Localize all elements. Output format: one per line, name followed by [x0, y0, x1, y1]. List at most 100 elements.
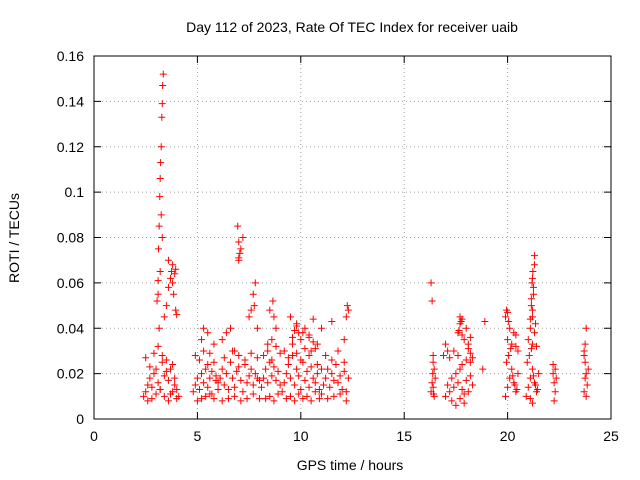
data-point — [512, 331, 520, 339]
data-point — [505, 317, 513, 325]
data-point — [268, 356, 276, 364]
data-point — [342, 388, 350, 396]
data-point — [534, 386, 542, 394]
data-point — [524, 383, 532, 391]
y-tick-label: 0.12 — [57, 139, 84, 155]
data-point — [430, 365, 438, 373]
data-point — [214, 379, 222, 387]
data-point — [272, 324, 280, 332]
data-point — [511, 381, 519, 389]
data-point — [526, 315, 534, 323]
x-tick-label: 20 — [500, 428, 516, 444]
data-point — [528, 274, 536, 282]
data-point — [167, 365, 175, 373]
data-point — [284, 361, 292, 369]
data-point — [330, 392, 338, 400]
data-point — [456, 365, 464, 373]
data-point — [210, 395, 218, 403]
data-point — [344, 374, 352, 382]
data-point — [158, 351, 166, 359]
data-point — [169, 361, 177, 369]
data-point — [439, 351, 447, 359]
data-point — [155, 222, 163, 230]
data-point — [255, 395, 263, 403]
grid-lines — [94, 56, 611, 419]
data-point — [169, 279, 177, 287]
data-point — [286, 374, 294, 382]
data-point — [159, 81, 167, 89]
data-point — [158, 113, 166, 121]
data-point — [315, 395, 323, 403]
data-point — [528, 365, 536, 373]
data-point — [508, 365, 516, 373]
data-point — [525, 351, 533, 359]
data-point — [235, 363, 243, 371]
data-point — [528, 306, 536, 314]
data-point — [428, 297, 436, 305]
data-point — [164, 376, 172, 384]
data-point — [305, 351, 313, 359]
data-point — [581, 374, 589, 382]
data-points — [140, 70, 592, 409]
data-point — [146, 363, 154, 371]
data-point — [320, 381, 328, 389]
y-tick-label: 0.08 — [57, 230, 84, 246]
data-point — [332, 361, 340, 369]
data-point — [452, 370, 460, 378]
data-point — [581, 358, 589, 366]
data-point — [458, 361, 466, 369]
data-point — [297, 356, 305, 364]
data-point — [237, 245, 245, 253]
data-point — [528, 340, 536, 348]
data-point — [527, 295, 535, 303]
data-point — [301, 376, 309, 384]
data-point — [193, 397, 201, 405]
data-point — [204, 383, 212, 391]
data-point — [156, 193, 164, 201]
data-point — [460, 390, 468, 398]
data-point — [468, 381, 476, 389]
data-point — [532, 320, 540, 328]
data-point — [239, 388, 247, 396]
data-point — [280, 347, 288, 355]
data-point — [466, 349, 474, 357]
data-point — [293, 349, 301, 357]
data-point — [527, 345, 535, 353]
data-point — [202, 392, 210, 400]
data-point — [148, 383, 156, 391]
data-point — [218, 365, 226, 373]
data-point — [307, 363, 315, 371]
data-point — [454, 379, 462, 387]
data-point — [502, 313, 510, 321]
data-point — [282, 370, 290, 378]
data-point — [533, 342, 541, 350]
data-point — [154, 379, 162, 387]
data-point — [317, 365, 325, 373]
data-point — [582, 370, 590, 378]
data-point — [326, 383, 334, 391]
data-point — [169, 388, 177, 396]
data-point — [315, 386, 323, 394]
data-point — [446, 354, 454, 362]
data-point — [505, 351, 513, 359]
data-point — [286, 313, 294, 321]
data-point — [172, 306, 180, 314]
data-point — [428, 379, 436, 387]
data-point — [210, 358, 218, 366]
data-point — [336, 390, 344, 398]
data-point — [580, 388, 588, 396]
data-point — [334, 347, 342, 355]
data-point — [582, 324, 590, 332]
data-point — [216, 374, 224, 382]
data-point — [204, 361, 212, 369]
data-point — [272, 342, 280, 350]
data-point — [156, 175, 164, 183]
plot-frame — [93, 55, 612, 420]
data-point — [208, 367, 216, 375]
data-point — [462, 356, 470, 364]
data-point — [460, 336, 468, 344]
data-point — [164, 397, 172, 405]
data-point — [214, 386, 222, 394]
data-point — [458, 386, 466, 394]
y-tick-label: 0.16 — [57, 48, 84, 64]
